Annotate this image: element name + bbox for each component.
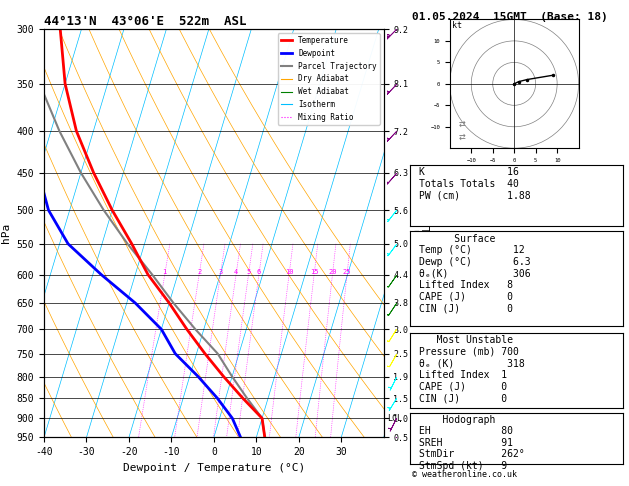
Text: 6: 6 (257, 269, 261, 275)
Text: Most Unstable
Pressure (mb) 700
θₑ (K)         318
Lifted Index  1
CAPE (J)     : Most Unstable Pressure (mb) 700 θₑ (K) 3… (419, 335, 525, 403)
Y-axis label: hPa: hPa (1, 223, 11, 243)
Y-axis label: km
ASL: km ASL (411, 225, 433, 242)
Text: LCL: LCL (387, 414, 402, 423)
Text: 2: 2 (197, 269, 201, 275)
Text: 25: 25 (343, 269, 351, 275)
Text: Surface
Temp (°C)       12
Dewp (°C)       6.3
θₑ(K)           306
Lifted Index : Surface Temp (°C) 12 Dewp (°C) 6.3 θₑ(K)… (419, 234, 530, 313)
Text: 01.05.2024  15GMT  (Base: 18): 01.05.2024 15GMT (Base: 18) (412, 12, 608, 22)
Text: kt: kt (452, 21, 462, 30)
Text: ⇄: ⇄ (459, 132, 465, 141)
Text: 44°13'N  43°06'E  522m  ASL: 44°13'N 43°06'E 522m ASL (44, 15, 247, 28)
Text: © weatheronline.co.uk: © weatheronline.co.uk (412, 470, 517, 479)
Text: ⇄: ⇄ (459, 119, 465, 129)
Text: K              16
Totals Totals  40
PW (cm)        1.88: K 16 Totals Totals 40 PW (cm) 1.88 (419, 167, 530, 200)
Text: 15: 15 (310, 269, 318, 275)
Text: 20: 20 (328, 269, 337, 275)
Legend: Temperature, Dewpoint, Parcel Trajectory, Dry Adiabat, Wet Adiabat, Isotherm, Mi: Temperature, Dewpoint, Parcel Trajectory… (277, 33, 380, 125)
Text: 4: 4 (234, 269, 238, 275)
Text: 1: 1 (163, 269, 167, 275)
Text: 5: 5 (247, 269, 250, 275)
Text: 10: 10 (285, 269, 293, 275)
Text: 3: 3 (218, 269, 223, 275)
X-axis label: Dewpoint / Temperature (°C): Dewpoint / Temperature (°C) (123, 463, 305, 473)
Text: Hodograph
EH            80
SREH          91
StmDir        262°
StmSpd (kt)   9: Hodograph EH 80 SREH 91 StmDir 262° StmS… (419, 415, 525, 471)
